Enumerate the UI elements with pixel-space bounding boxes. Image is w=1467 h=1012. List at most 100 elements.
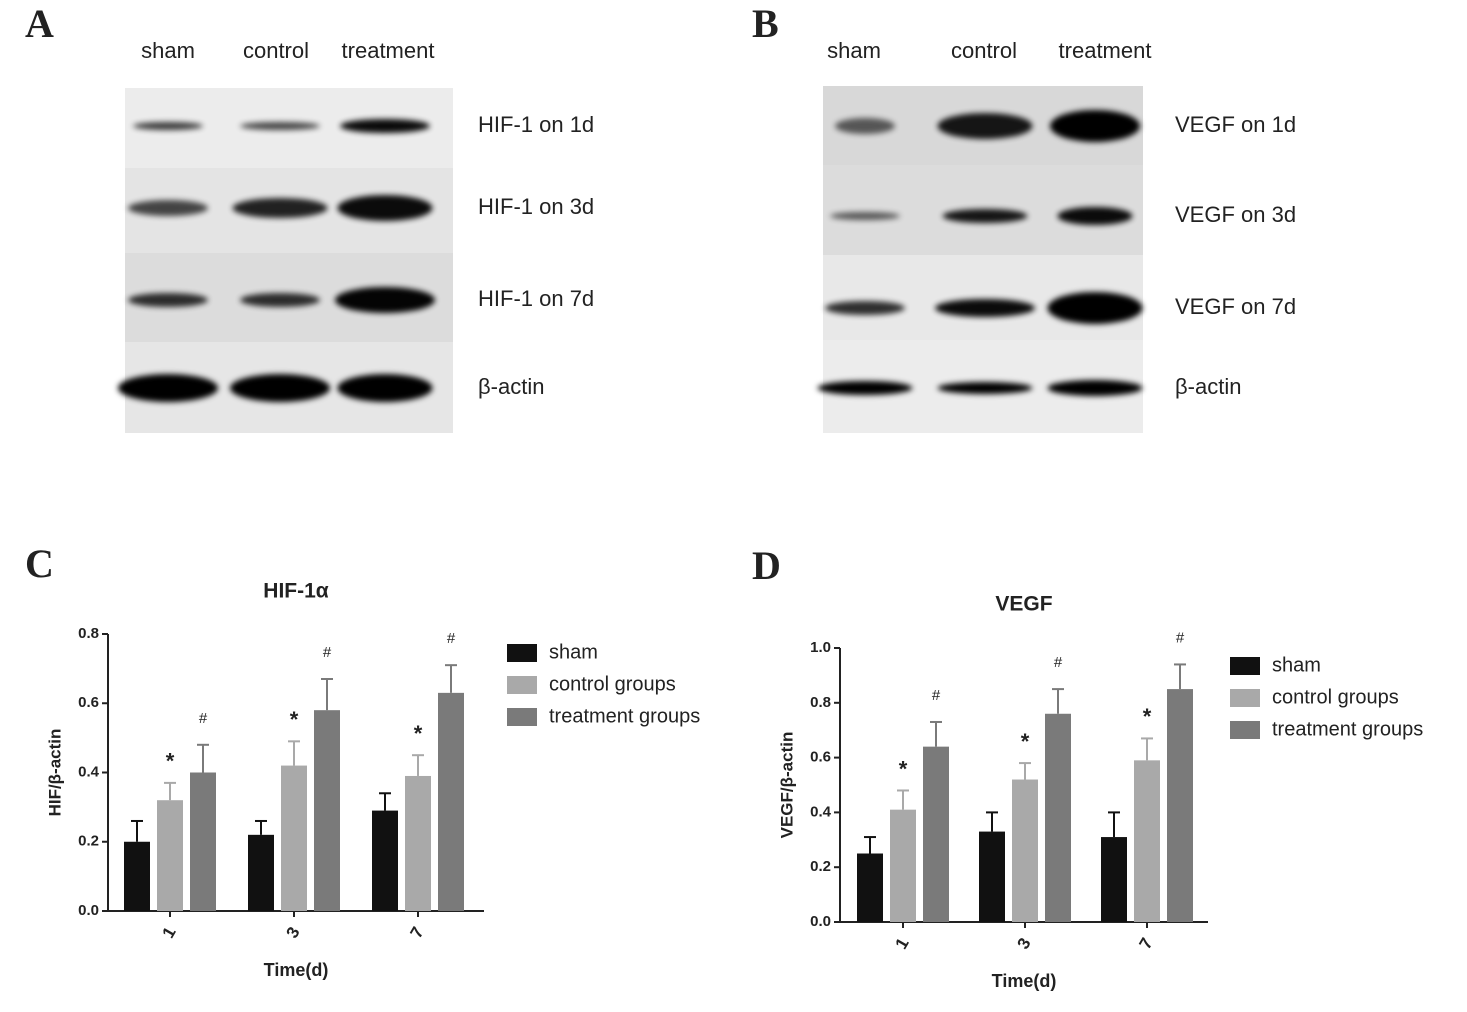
lane-label: sham [141,38,195,63]
significance-mark: * [414,721,423,746]
legend-swatch [1230,689,1260,707]
x-tick-label: 3 [1014,935,1035,953]
significance-mark: # [447,630,456,647]
blot-row-label: VEGF on 7d [1175,294,1296,319]
significance-mark: # [932,687,941,704]
blot-band [937,382,1033,394]
bar [890,809,916,922]
x-tick-label: 1 [159,924,180,942]
blot-band [1050,110,1140,142]
y-tick-label: 0.2 [78,833,99,850]
y-tick-label: 0.2 [810,858,831,875]
bar [281,765,307,911]
lane-label: sham [827,38,881,63]
y-tick-label: 0.0 [78,902,99,919]
bar [1012,779,1038,922]
significance-mark: # [1054,654,1063,671]
panel-letter: C [25,541,54,586]
y-axis-label: VEGF/β-actin [777,732,796,839]
significance-mark: * [166,749,175,774]
blot-band [133,122,203,130]
bar [857,853,883,922]
legend-label: treatment groups [549,705,700,727]
y-tick-label: 0.6 [810,749,831,766]
blot-band [230,374,330,402]
legend-swatch [1230,721,1260,739]
bar [979,831,1005,922]
chart-title: VEGF [995,593,1052,616]
blot-band [335,287,435,313]
blot-row-label: VEGF on 1d [1175,112,1296,137]
legend-label: control groups [549,673,676,695]
bar [372,810,398,911]
blot-band [128,200,208,216]
bar [923,746,949,922]
bar [190,772,216,911]
y-tick-label: 0.8 [78,625,99,642]
blot-band [118,374,218,402]
significance-mark: * [1143,704,1152,729]
legend-label: sham [549,641,598,663]
y-tick-label: 0.4 [78,763,100,780]
blot-band [337,195,433,221]
bar [157,800,183,911]
blot-band [1047,380,1143,396]
y-tick-label: 0.8 [810,694,831,711]
panel-letter: B [752,1,779,46]
significance-mark: * [290,707,299,732]
y-tick-label: 0.6 [78,694,99,711]
lane-label: control [243,38,309,63]
significance-mark: # [323,644,332,661]
lane-label: treatment [342,38,435,63]
bar [405,775,431,911]
bar [314,710,340,911]
y-tick-label: 0.4 [810,803,832,820]
legend-swatch [507,708,537,726]
bar [124,841,150,911]
legend-swatch [507,644,537,662]
significance-mark: # [1176,629,1185,646]
panel-letter: A [25,1,54,46]
x-tick-label: 7 [407,924,428,942]
panel-letter: D [752,543,781,588]
lane-label: control [951,38,1017,63]
blot-row-label: HIF-1 on 3d [478,194,594,219]
x-tick-label: 7 [1136,935,1157,953]
significance-mark: * [1021,729,1030,754]
y-axis-label: HIF/β-actin [45,729,64,817]
blot-row-label: HIF-1 on 1d [478,112,594,137]
blot-band [935,299,1035,317]
lane-label: treatment [1059,38,1152,63]
legend-label: sham [1272,654,1321,676]
blot-row-label: VEGF on 3d [1175,202,1296,227]
blot-band [128,293,208,307]
blot-row-label: β-actin [1175,374,1241,399]
x-tick-label: 1 [892,935,913,953]
blot-band [817,381,913,395]
blot-band [942,209,1028,223]
bar [1045,713,1071,922]
legend-label: control groups [1272,686,1399,708]
blot-band [240,122,320,130]
x-tick-label: 3 [283,924,304,942]
y-tick-label: 0.0 [810,913,831,930]
blot-band [240,293,320,307]
legend-swatch [1230,657,1260,675]
blot-band [337,374,433,402]
x-axis-label: Time(d) [992,971,1057,991]
blot-row-label: β-actin [478,374,544,399]
chart-title: HIF-1α [263,580,329,603]
blot-band [1047,292,1143,324]
y-tick-label: 1.0 [810,639,831,656]
blot-row-label: HIF-1 on 7d [478,286,594,311]
blot-band [937,113,1033,139]
significance-mark: * [899,756,908,781]
blot-band [825,301,905,315]
legend-swatch [507,676,537,694]
bar [1134,760,1160,922]
significance-mark: # [199,710,208,727]
blot-band [1057,207,1133,225]
legend-label: treatment groups [1272,718,1423,740]
x-axis-label: Time(d) [264,960,329,980]
